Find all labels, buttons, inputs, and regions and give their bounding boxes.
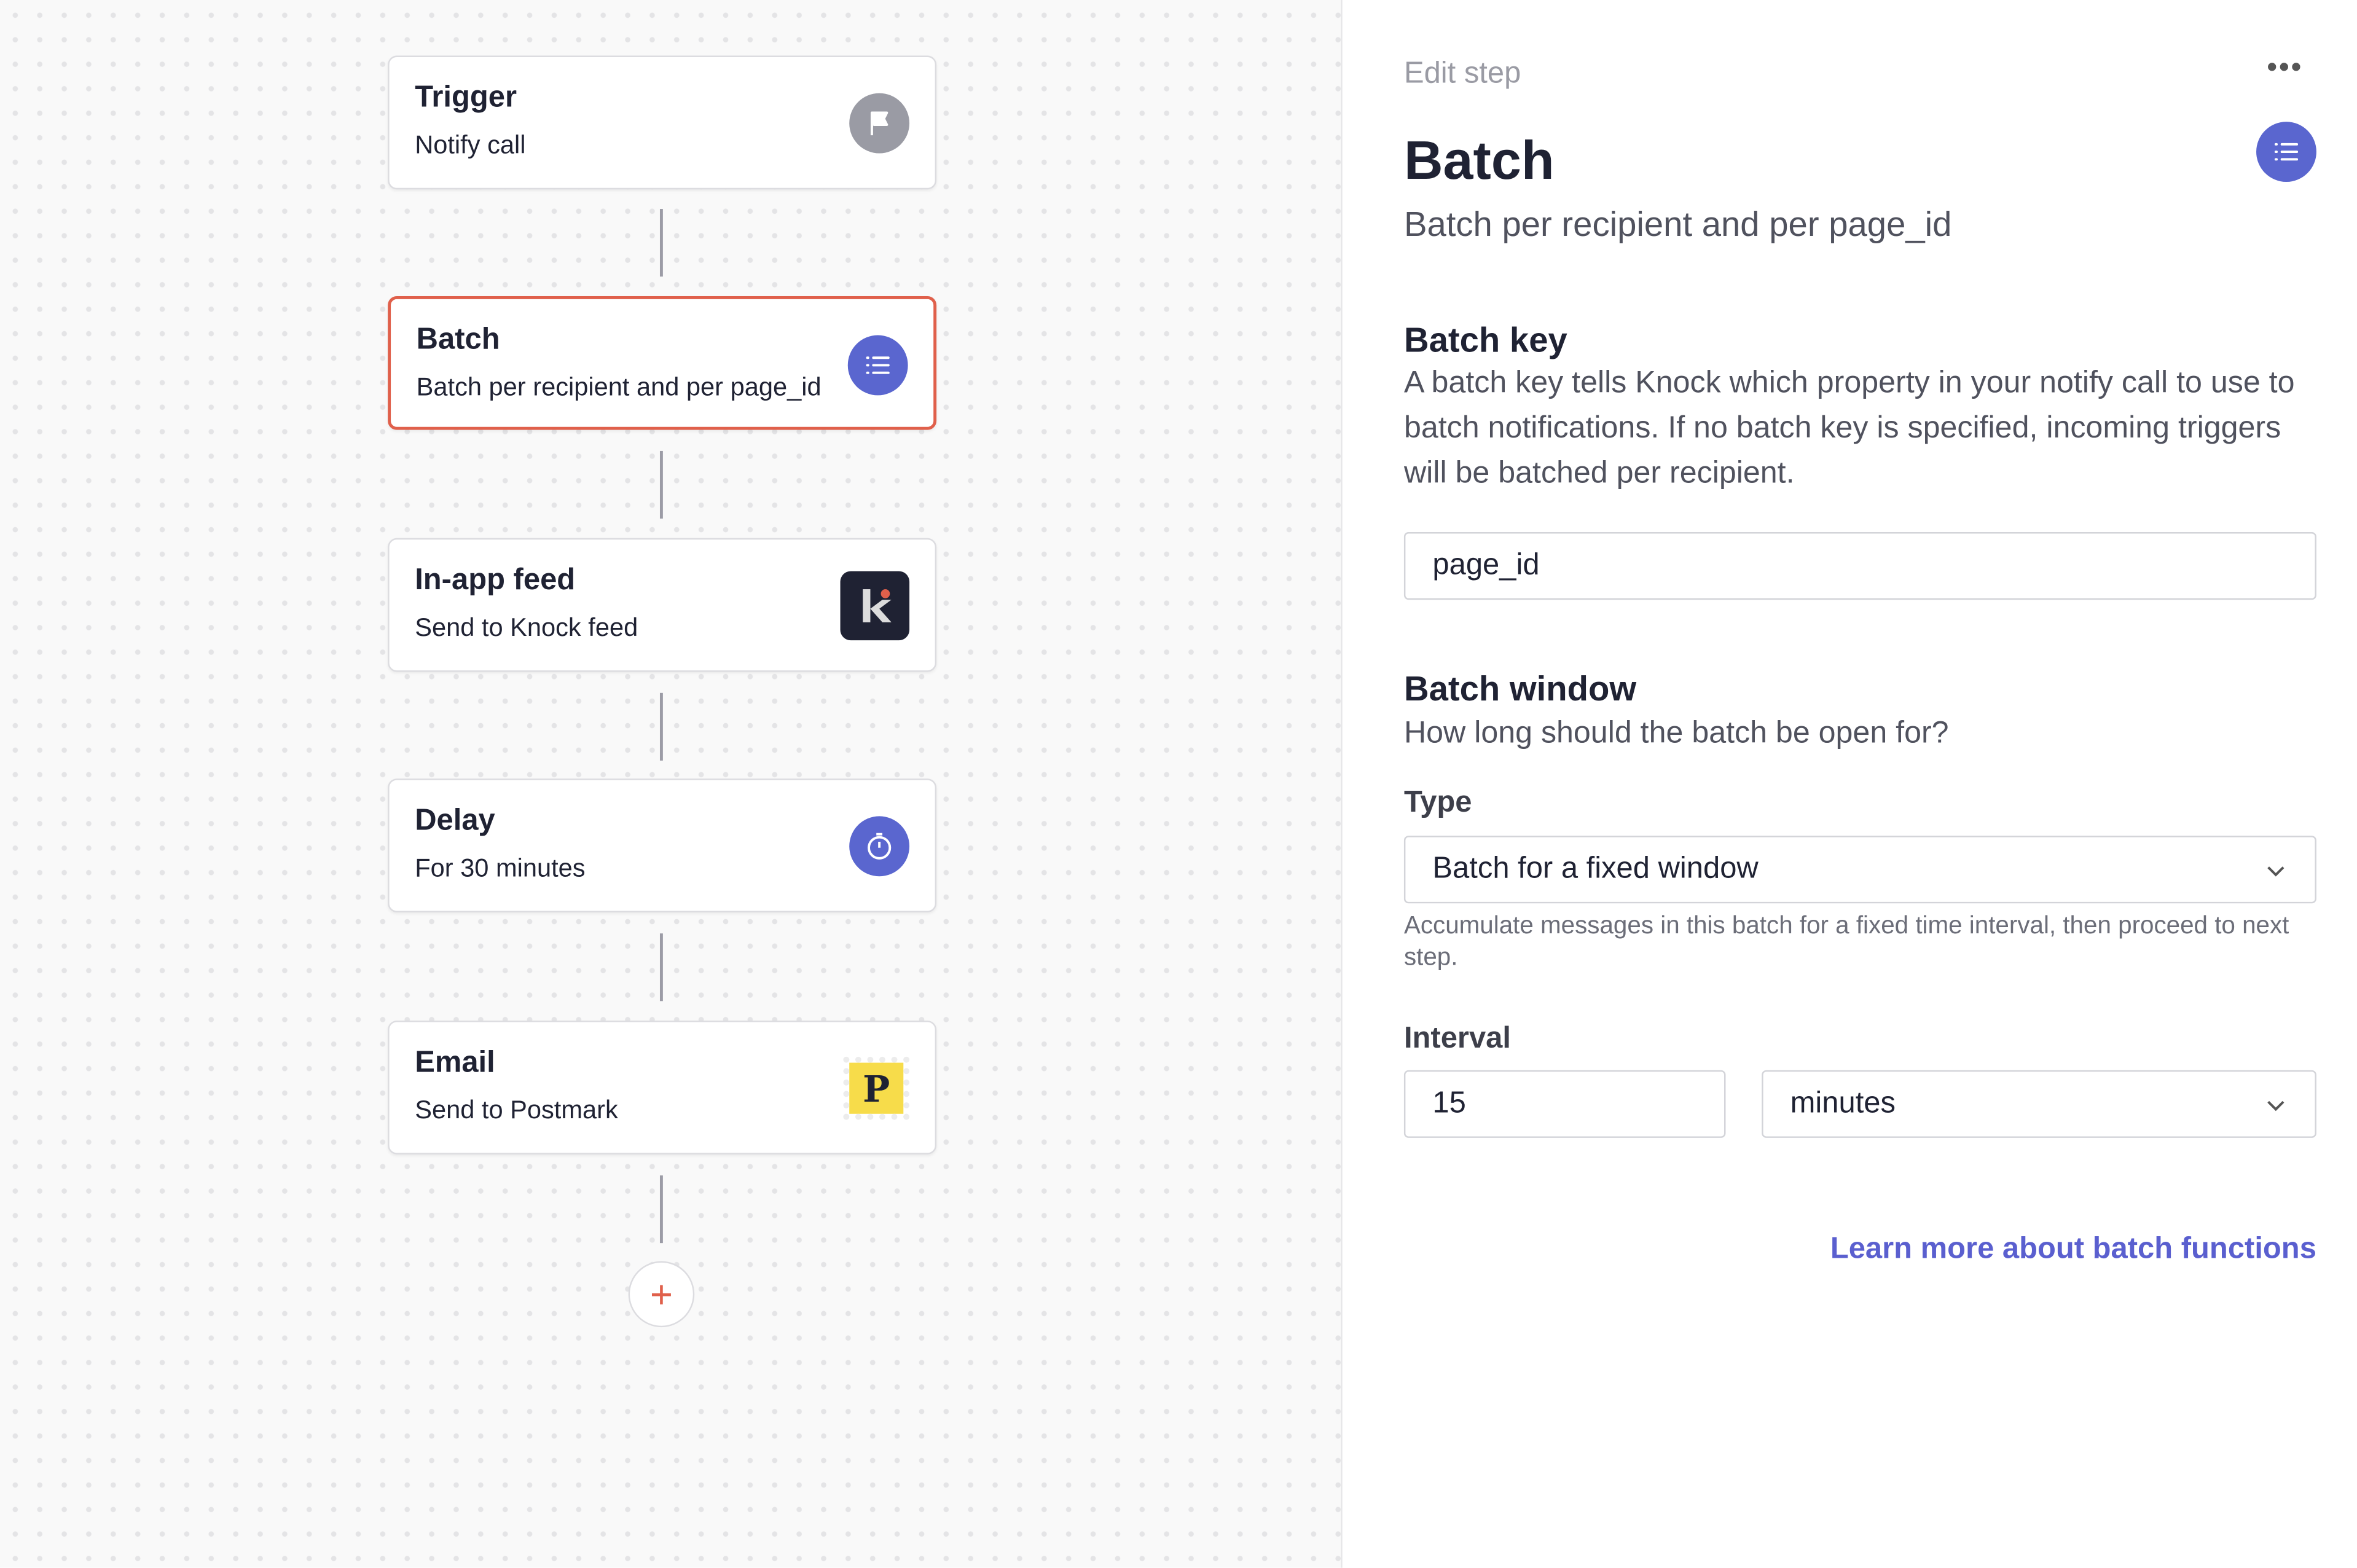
more-options-button[interactable]: ••• — [2267, 51, 2303, 84]
chevron-down-icon — [2267, 865, 2284, 876]
type-help-text: Accumulate messages in this batch for a … — [1403, 912, 2289, 971]
step-title: In-app feed — [415, 563, 576, 597]
step-title: Delay — [415, 804, 495, 837]
type-value: Batch for a fixed window — [1432, 852, 1759, 885]
batch-key-heading: Batch key — [1403, 320, 1567, 359]
learn-more-link[interactable]: Learn more about batch functions — [1830, 1233, 2316, 1266]
connector — [659, 450, 663, 519]
panel-header: Edit step — [1403, 57, 1521, 90]
step-subtitle: Send to Knock feed — [415, 613, 638, 642]
connector — [659, 933, 663, 1002]
interval-value: 15 — [1432, 1086, 1466, 1120]
list-icon — [847, 335, 908, 396]
batch-key-input[interactable]: page_id — [1403, 532, 2316, 600]
type-select[interactable]: Batch for a fixed window — [1403, 836, 2316, 904]
connector — [659, 209, 663, 277]
step-title: Email — [415, 1046, 495, 1080]
type-label: Type — [1403, 786, 1472, 820]
step-subtitle: Send to Postmark — [415, 1096, 618, 1124]
list-icon — [2256, 122, 2316, 182]
interval-unit-value: minutes — [1790, 1086, 1896, 1120]
batch-window-heading: Batch window — [1403, 668, 1637, 708]
step-card-email[interactable]: Email Send to Postmark P — [388, 1021, 937, 1154]
interval-input[interactable]: 15 — [1403, 1070, 1726, 1138]
batch-window-description: How long should the batch be open for? — [1403, 715, 1949, 750]
postmark-logo-icon: P — [843, 1056, 910, 1120]
step-title: Trigger — [415, 81, 517, 114]
step-subtitle: For 30 minutes — [415, 853, 586, 883]
step-card-delay[interactable]: Delay For 30 minutes — [388, 778, 937, 912]
edit-step-panel: Edit step ••• Batch Batch per recipient … — [1344, 0, 2357, 1568]
step-title: Batch — [416, 323, 500, 356]
flag-icon — [849, 93, 910, 154]
step-card-trigger[interactable]: Trigger Notify call — [388, 55, 937, 190]
stopwatch-icon — [849, 816, 910, 877]
interval-unit-select[interactable]: minutes — [1762, 1070, 2316, 1138]
batch-key-description: A batch key tells Knock which property i… — [1403, 365, 2295, 490]
add-step-button[interactable]: + — [628, 1261, 695, 1328]
workflow-canvas[interactable]: Trigger Notify call Batch Batch per reci… — [0, 0, 1343, 1568]
connector — [659, 1175, 663, 1244]
chevron-down-icon — [2267, 1100, 2284, 1110]
step-title: Batch — [1403, 129, 1555, 191]
step-card-batch[interactable]: Batch Batch per recipient and per page_i… — [388, 296, 937, 430]
batch-key-value: page_id — [1432, 548, 1540, 582]
connector — [659, 692, 663, 761]
interval-label: Interval — [1403, 1022, 1512, 1056]
knock-logo-icon — [840, 571, 910, 641]
step-subtitle: Batch per recipient and per page_id — [416, 372, 822, 402]
step-subtitle: Notify call — [415, 130, 526, 160]
step-subtitle: Batch per recipient and per page_id — [1403, 204, 1952, 244]
step-card-in-app-feed[interactable]: In-app feed Send to Knock feed — [388, 538, 937, 672]
